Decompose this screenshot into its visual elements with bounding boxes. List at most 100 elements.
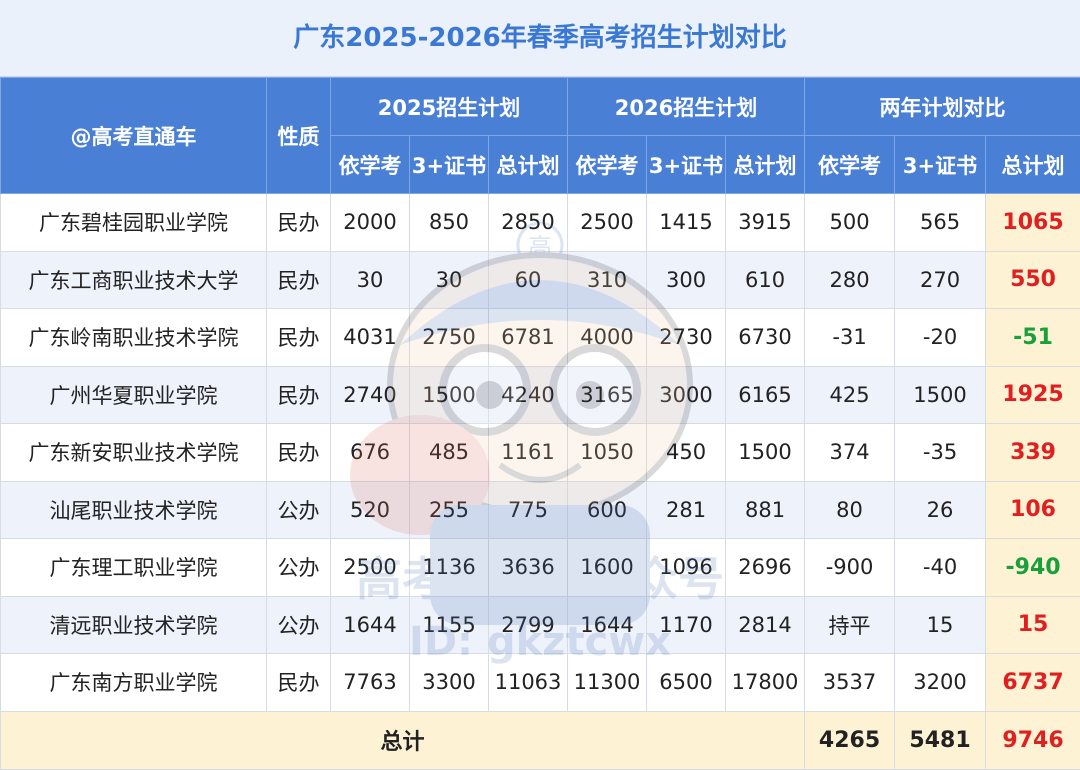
plan-2026-total: 2814 — [726, 596, 805, 654]
school-type: 民办 — [267, 251, 331, 309]
plan-2026-xuekao: 11300 — [568, 654, 647, 712]
plan-2026-total: 6165 — [726, 366, 805, 424]
diff-xuekao: 374 — [805, 424, 895, 482]
total-row: 总计 4265 5481 9746 — [1, 711, 1080, 769]
plan-2026-cert: 281 — [647, 481, 726, 539]
school-name: 广东南方职业学院 — [1, 654, 267, 712]
diff-xuekao: 500 — [805, 194, 895, 252]
school-type: 公办 — [267, 596, 331, 654]
plan-2026-total: 6730 — [726, 309, 805, 367]
school-name: 广州华夏职业学院 — [1, 366, 267, 424]
school-type: 民办 — [267, 309, 331, 367]
school-type: 公办 — [267, 481, 331, 539]
diff-total: -940 — [986, 539, 1080, 597]
diff-xuekao: 280 — [805, 251, 895, 309]
sub-header-diff-c: 总计划 — [986, 136, 1080, 194]
diff-xuekao: 425 — [805, 366, 895, 424]
plan-2026-cert: 1170 — [647, 596, 726, 654]
diff-total: 15 — [986, 596, 1080, 654]
plan-2026-cert: 450 — [647, 424, 726, 482]
plan-2025-cert: 2750 — [410, 309, 489, 367]
plan-2026-cert: 6500 — [647, 654, 726, 712]
school-name: 广东碧桂园职业学院 — [1, 194, 267, 252]
plan-2025-xuekao: 7763 — [331, 654, 410, 712]
header-2026: 2026招生计划 — [568, 78, 805, 136]
plan-2025-cert: 1500 — [410, 366, 489, 424]
total-label: 总计 — [1, 711, 805, 769]
plan-2026-xuekao: 3165 — [568, 366, 647, 424]
plan-2025-xuekao: 1644 — [331, 596, 410, 654]
plan-2025-xuekao: 4031 — [331, 309, 410, 367]
diff-total: 1065 — [986, 194, 1080, 252]
plan-2025-total: 6781 — [489, 309, 568, 367]
header-2025: 2025招生计划 — [331, 78, 568, 136]
plan-2025-xuekao: 30 — [331, 251, 410, 309]
total-diff-b: 5481 — [895, 711, 986, 769]
total-diff-c: 9746 — [986, 711, 1080, 769]
plan-2026-xuekao: 4000 — [568, 309, 647, 367]
plan-2025-total: 775 — [489, 481, 568, 539]
diff-total: 550 — [986, 251, 1080, 309]
plan-2026-total: 610 — [726, 251, 805, 309]
plan-2026-cert: 3000 — [647, 366, 726, 424]
plan-2025-cert: 3300 — [410, 654, 489, 712]
plan-2025-xuekao: 676 — [331, 424, 410, 482]
sub-header-2026-b: 3+证书 — [647, 136, 726, 194]
plan-2025-total: 4240 — [489, 366, 568, 424]
school-type: 公办 — [267, 539, 331, 597]
header-compare: 两年计划对比 — [805, 78, 1080, 136]
diff-cert: 3200 — [895, 654, 986, 712]
sub-header-diff-a: 依学考 — [805, 136, 895, 194]
plan-2026-cert: 1415 — [647, 194, 726, 252]
school-name: 广东理工职业学院 — [1, 539, 267, 597]
plan-2025-xuekao: 2740 — [331, 366, 410, 424]
enrollment-table: @高考直通车 性质 2025招生计划 2026招生计划 两年计划对比 依学考 3… — [0, 77, 1080, 770]
plan-2025-xuekao: 2000 — [331, 194, 410, 252]
diff-total: 106 — [986, 481, 1080, 539]
diff-xuekao: 持平 — [805, 596, 895, 654]
plan-2025-xuekao: 2500 — [331, 539, 410, 597]
plan-2025-total: 3636 — [489, 539, 568, 597]
sub-header-2025-a: 依学考 — [331, 136, 410, 194]
plan-2025-cert: 1155 — [410, 596, 489, 654]
plan-2025-cert: 850 — [410, 194, 489, 252]
plan-2026-cert: 2730 — [647, 309, 726, 367]
plan-2026-xuekao: 1600 — [568, 539, 647, 597]
plan-2026-cert: 300 — [647, 251, 726, 309]
diff-xuekao: -31 — [805, 309, 895, 367]
plan-2025-total: 2799 — [489, 596, 568, 654]
plan-2025-cert: 485 — [410, 424, 489, 482]
school-type: 民办 — [267, 424, 331, 482]
total-diff-a: 4265 — [805, 711, 895, 769]
diff-total: 339 — [986, 424, 1080, 482]
plan-2025-total: 60 — [489, 251, 568, 309]
school-type: 民办 — [267, 366, 331, 424]
school-name: 广东新安职业技术学院 — [1, 424, 267, 482]
plan-2025-total: 11063 — [489, 654, 568, 712]
school-type: 民办 — [267, 194, 331, 252]
plan-2025-cert: 1136 — [410, 539, 489, 597]
sub-header-2026-a: 依学考 — [568, 136, 647, 194]
plan-2026-xuekao: 1644 — [568, 596, 647, 654]
diff-cert: 1500 — [895, 366, 986, 424]
plan-2026-total: 17800 — [726, 654, 805, 712]
school-name: 汕尾职业技术学院 — [1, 481, 267, 539]
diff-cert: 15 — [895, 596, 986, 654]
plan-2026-xuekao: 2500 — [568, 194, 647, 252]
plan-2026-xuekao: 600 — [568, 481, 647, 539]
plan-2025-total: 2850 — [489, 194, 568, 252]
plan-2025-total: 1161 — [489, 424, 568, 482]
school-type: 民办 — [267, 654, 331, 712]
plan-2026-total: 2696 — [726, 539, 805, 597]
school-name: 广东工商职业技术大学 — [1, 251, 267, 309]
header-type: 性质 — [267, 78, 331, 194]
